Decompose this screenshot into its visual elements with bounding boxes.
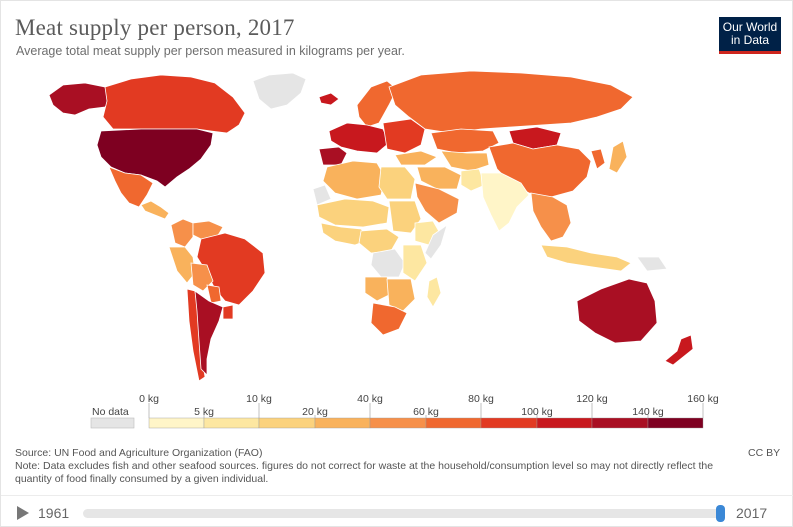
map-region-drc[interactable] (370, 248, 406, 278)
map-region-north-africa[interactable] (322, 160, 386, 200)
map-region-western-europe[interactable] (328, 122, 390, 154)
legend-tick-lower-3: 100 kg (521, 406, 553, 418)
legend-tick-lower-4: 140 kg (632, 406, 664, 418)
map-region-australia[interactable] (576, 278, 658, 344)
timeline-handle[interactable] (716, 505, 725, 522)
legend-bin-2 (258, 417, 316, 429)
legend-tick-lower-0: 5 kg (194, 406, 214, 418)
map-region-iberia[interactable] (318, 146, 348, 166)
map-region-angola[interactable] (364, 276, 394, 302)
timeline-track[interactable] (83, 509, 723, 518)
play-icon[interactable] (15, 505, 31, 521)
source-note: Source: UN Food and Agriculture Organiza… (15, 447, 263, 459)
license-link[interactable]: CC BY (748, 447, 781, 459)
map-region-mexico[interactable] (108, 166, 154, 208)
map-region-korea[interactable] (590, 148, 606, 170)
map-region-colombia[interactable] (170, 218, 194, 248)
map-region-canada[interactable] (102, 74, 246, 134)
logo-line-1: Our World (722, 20, 778, 34)
map-region-united-states[interactable] (96, 128, 214, 188)
legend-bin-0 (148, 417, 205, 429)
map-region-sahel[interactable] (316, 198, 390, 228)
map-region-uruguay[interactable] (222, 304, 234, 320)
legend-tick-lower-1: 20 kg (302, 406, 328, 418)
map-region-russia[interactable] (388, 70, 634, 134)
map-region-argentina[interactable] (194, 290, 224, 376)
map-region-india[interactable] (480, 172, 530, 232)
legend-tick-upper-3: 80 kg (468, 393, 494, 405)
legend-bin-7 (536, 417, 593, 429)
map-region-paraguay[interactable] (206, 284, 222, 304)
legend-bin-5 (425, 417, 482, 429)
map-region-east-africa[interactable] (402, 244, 428, 282)
map-region-south-africa[interactable] (370, 302, 408, 336)
legend-bin-1 (203, 417, 260, 429)
chart-title: Meat supply per person, 2017 (15, 15, 295, 40)
legend-bin-3 (314, 417, 371, 429)
map-region-western-sahara[interactable] (312, 184, 332, 206)
map-legend: No data 0 k (90, 393, 719, 429)
legend-tick-upper-2: 40 kg (357, 393, 383, 405)
legend-bin-4 (369, 417, 427, 429)
legend-tick-lower-2: 60 kg (413, 406, 439, 418)
logo-line-2: in Data (730, 33, 770, 47)
legend-ticks (148, 403, 704, 418)
map-region-turkey[interactable] (394, 150, 438, 166)
legend-tick-upper-4: 120 kg (576, 393, 608, 405)
map-region-southeast-asia[interactable] (530, 192, 572, 242)
legend-nodata-swatch (90, 417, 135, 429)
map-region-iceland[interactable] (318, 92, 340, 106)
map-region-png[interactable] (636, 256, 668, 272)
map-region-central-asia[interactable] (440, 150, 490, 172)
timeline-end-year: 2017 (736, 505, 768, 521)
legend-tick-upper-5: 160 kg (687, 393, 719, 405)
legend-bin-9 (647, 417, 704, 429)
legend-bins (148, 417, 704, 429)
map-region-greenland[interactable] (252, 72, 307, 110)
timeline-start-year: 1961 (38, 505, 70, 521)
legend-tick-upper-0: 0 kg (139, 393, 159, 405)
legend-bin-6 (480, 417, 538, 429)
map-region-alaska[interactable] (48, 82, 114, 116)
map-region-middle-east[interactable] (416, 166, 462, 190)
legend-bin-8 (591, 417, 649, 429)
legend-tick-upper-1: 10 kg (246, 393, 272, 405)
map-region-libya[interactable] (378, 166, 416, 200)
data-note: Note: Data excludes fish and other seafo… (15, 460, 714, 485)
chart-subtitle: Average total meat supply per person mea… (16, 44, 405, 58)
map-region-indonesia[interactable] (540, 244, 632, 272)
timeline: 1961 2017 (1, 495, 793, 527)
map-region-central-america[interactable] (140, 200, 170, 220)
owid-logo[interactable]: Our World in Data (719, 17, 781, 54)
map-region-somalia[interactable] (424, 223, 448, 260)
legend-nodata-label: No data (92, 406, 129, 418)
map-region-southern-africa[interactable] (386, 278, 416, 312)
map-region-new-zealand[interactable] (664, 334, 694, 366)
map-region-pakistan[interactable] (460, 168, 486, 192)
map-region-madagascar[interactable] (426, 276, 442, 308)
map-region-arabia[interactable] (414, 182, 460, 224)
logo-accent-bar (719, 51, 781, 54)
map-region-scandinavia[interactable] (356, 80, 398, 128)
map-region-japan[interactable] (608, 140, 628, 174)
map-region-kazakhstan[interactable] (430, 128, 500, 154)
world-map (48, 70, 694, 382)
